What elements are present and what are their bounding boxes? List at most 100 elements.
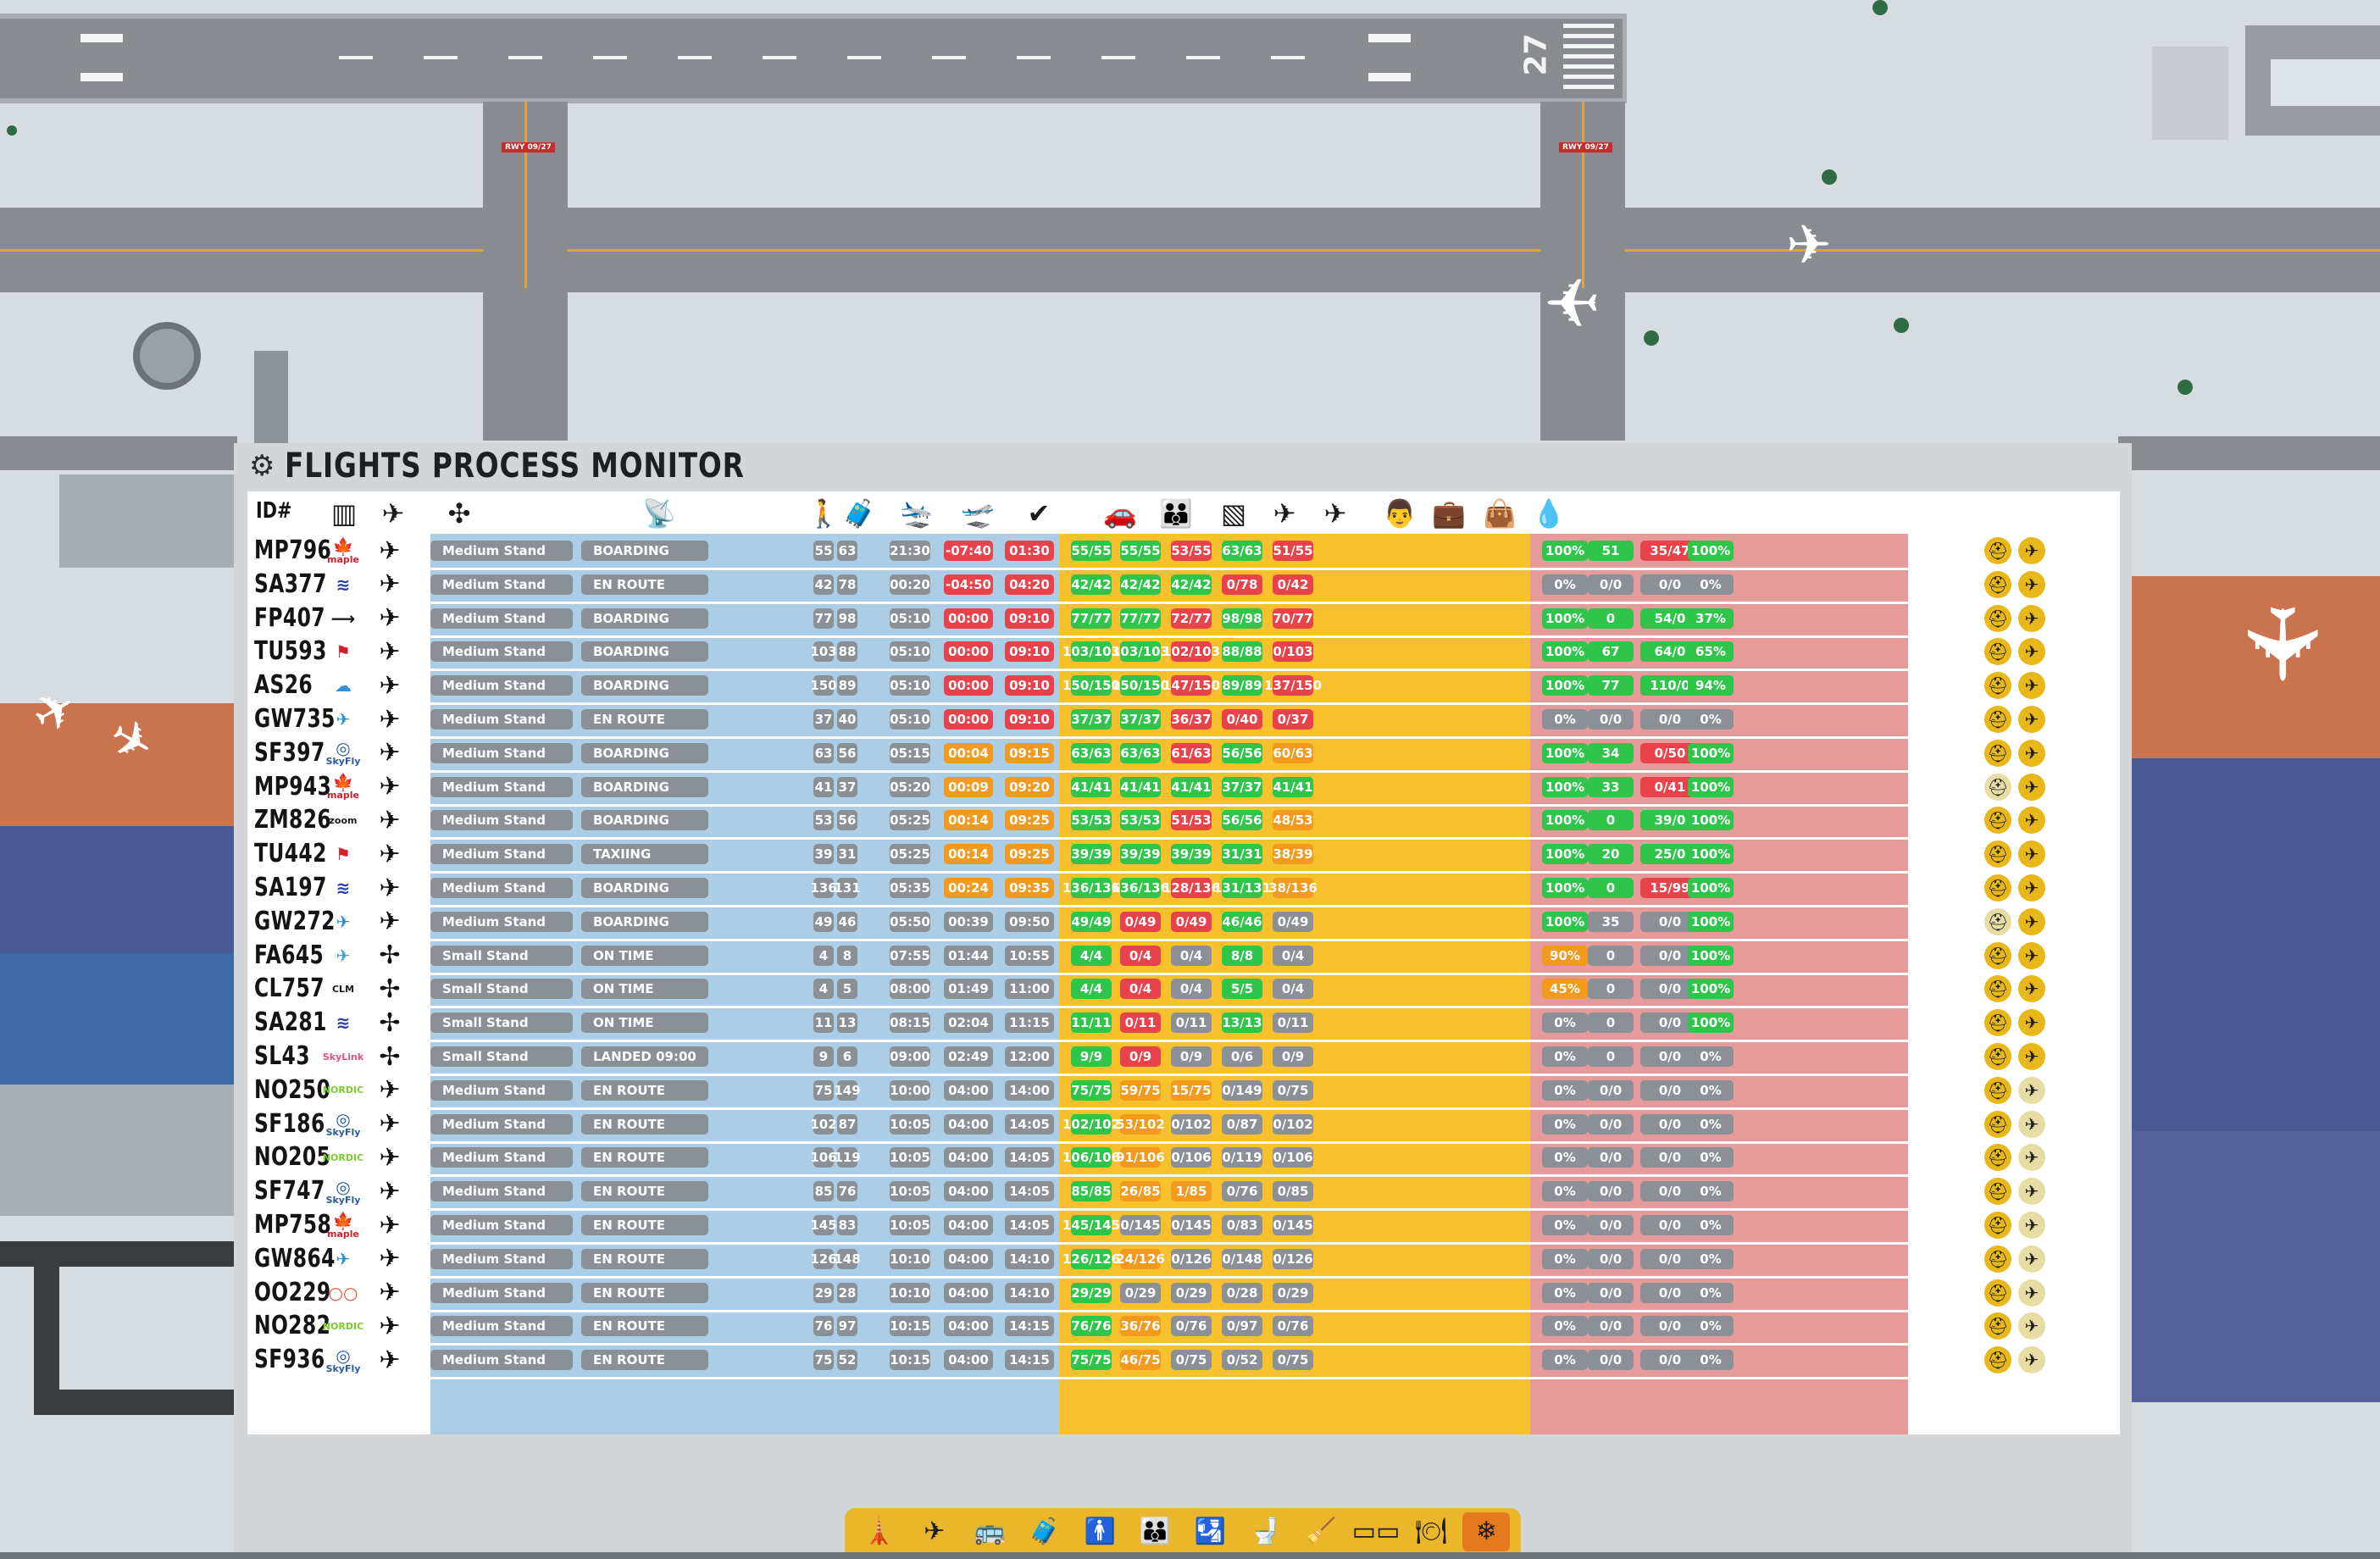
- departure-time[interactable]: 09:15: [1005, 742, 1054, 763]
- delay-time[interactable]: 00:14: [944, 844, 993, 865]
- delay-time[interactable]: 00:00: [944, 675, 993, 696]
- table-row[interactable]: MP943 🍁 maple ✈ Medium Stand BOARDING 41 37 05:2…: [247, 770, 2120, 807]
- transport-status[interactable]: 4/4: [1071, 979, 1112, 1000]
- arrival-time[interactable]: 00:20: [890, 574, 930, 595]
- flight-id[interactable]: MP796: [254, 535, 332, 565]
- fuel-status[interactable]: 100%: [1688, 844, 1734, 865]
- plane-action-button[interactable]: ✈: [2018, 1178, 2045, 1206]
- pax-departing[interactable]: 11: [813, 1013, 834, 1034]
- transport-status[interactable]: 136/136: [1062, 878, 1120, 898]
- catering-status[interactable]: 0%: [1542, 1147, 1588, 1168]
- ground-crew-button[interactable]: ⛑: [1984, 537, 2011, 564]
- plane-action-button[interactable]: ✈: [2018, 907, 2045, 935]
- delay-time[interactable]: 01:49: [944, 979, 993, 1000]
- delay-time[interactable]: 00:14: [944, 810, 993, 831]
- fuel-status[interactable]: 100%: [1688, 541, 1734, 561]
- boarded-status[interactable]: 38/136: [1268, 878, 1318, 898]
- baggage-status[interactable]: 0/126: [1171, 1248, 1212, 1269]
- transport-status[interactable]: 75/75: [1071, 1079, 1112, 1101]
- fuel-status[interactable]: 0%: [1688, 1248, 1734, 1269]
- deplaning-status[interactable]: 0/149: [1222, 1079, 1262, 1101]
- boarding-status[interactable]: 0/145: [1120, 1215, 1161, 1235]
- table-row[interactable]: GW272 ✈ ✈ Medium Stand BOARDING 49 46 05:50 00:3…: [247, 905, 2120, 941]
- plane-action-button[interactable]: ✈: [2018, 975, 2045, 1003]
- flight-id[interactable]: NO282: [254, 1311, 331, 1341]
- departure-time[interactable]: 14:05: [1005, 1113, 1054, 1135]
- pax-arriving[interactable]: 8: [837, 945, 857, 966]
- table-row[interactable]: SA377 ≋ ✈ Medium Stand EN ROUTE 42 78 00:20 -04:…: [247, 568, 2120, 604]
- baggage-status[interactable]: 51/53: [1171, 810, 1212, 831]
- flight-id[interactable]: MP943: [254, 771, 332, 802]
- fuel-status[interactable]: 0%: [1688, 1282, 1734, 1303]
- pax-departing[interactable]: 76: [813, 1316, 834, 1337]
- plane-action-button[interactable]: ✈: [2018, 1279, 2045, 1307]
- table-row[interactable]: GW864 ✈ ✈ Medium Stand EN ROUTE 126 148 10:10 04…: [247, 1242, 2120, 1279]
- boarding-status[interactable]: 103/103: [1112, 641, 1169, 663]
- radar-icon[interactable]: [133, 322, 201, 390]
- fuel-status[interactable]: 100%: [1688, 776, 1734, 797]
- pax-departing[interactable]: 75: [813, 1350, 834, 1371]
- pax-departing[interactable]: 4: [813, 979, 834, 1000]
- transport-status[interactable]: 106/106: [1062, 1147, 1120, 1168]
- baggage-status[interactable]: 128/136: [1162, 878, 1220, 898]
- pax-departing[interactable]: 75: [813, 1079, 834, 1101]
- status-label[interactable]: EN ROUTE: [581, 1079, 708, 1101]
- transport-status[interactable]: 63/63: [1071, 742, 1112, 763]
- catering-status[interactable]: 100%: [1542, 810, 1588, 831]
- transport-status[interactable]: 9/9: [1071, 1046, 1112, 1067]
- departure-time[interactable]: 11:15: [1005, 1013, 1054, 1034]
- delay-time[interactable]: 02:49: [944, 1046, 993, 1067]
- stand-label[interactable]: Medium Stand: [430, 1079, 573, 1101]
- table-row[interactable]: CL757 CLM ✢ Small Stand ON TIME 4 5 08:00 01:49 1…: [247, 972, 2120, 1009]
- cargo-in-status[interactable]: 0/0: [1588, 1248, 1634, 1269]
- boarded-status[interactable]: 70/77: [1273, 608, 1313, 629]
- deplaning-status[interactable]: 63/63: [1222, 541, 1262, 561]
- departure-time[interactable]: 09:50: [1005, 911, 1054, 932]
- status-label[interactable]: TAXIING: [581, 844, 708, 865]
- stand-label[interactable]: Small Stand: [430, 1013, 573, 1034]
- departure-time[interactable]: 14:10: [1005, 1248, 1054, 1269]
- catering-status[interactable]: 0%: [1542, 1046, 1588, 1067]
- deplaning-status[interactable]: 0/148: [1222, 1248, 1262, 1269]
- baggage-status[interactable]: 42/42: [1171, 574, 1212, 595]
- flight-id[interactable]: SA377: [254, 569, 327, 599]
- fuel-status[interactable]: 100%: [1688, 742, 1734, 763]
- pax-arriving[interactable]: 5: [837, 979, 857, 1000]
- flight-id[interactable]: CL757: [254, 974, 325, 1004]
- departure-time[interactable]: 09:10: [1005, 709, 1054, 730]
- baggage-status[interactable]: 36/37: [1171, 709, 1212, 730]
- status-label[interactable]: ON TIME: [581, 1013, 708, 1034]
- boarded-status[interactable]: 0/106: [1273, 1147, 1313, 1168]
- cargo-in-status[interactable]: 0: [1588, 608, 1634, 629]
- transport-status[interactable]: 53/53: [1071, 810, 1112, 831]
- table-row[interactable]: SL43 SkyLink ✢ Small Stand LANDED 09:00 9 6 09:…: [247, 1040, 2120, 1076]
- boarded-status[interactable]: 0/49: [1273, 911, 1313, 932]
- airplane-icon[interactable]: ✈: [1544, 262, 1601, 341]
- baggage-status[interactable]: 0/29: [1171, 1282, 1212, 1303]
- radar-icon[interactable]: 📡: [642, 497, 676, 530]
- flight-id[interactable]: NO205: [254, 1142, 331, 1173]
- arrival-time[interactable]: 08:15: [890, 1013, 930, 1034]
- table-row[interactable]: AS26 ☁ ✈ Medium Stand BOARDING 150 89 05:10 00:0…: [247, 669, 2120, 706]
- airplane-icon[interactable]: ✈: [1786, 214, 1832, 277]
- panel-header[interactable]: ⚙ FLIGHTS PROCESS MONITOR: [249, 442, 846, 490]
- ground-crew-button[interactable]: ⛑: [1984, 1009, 2011, 1037]
- cargo-in-status[interactable]: 0/0: [1588, 1147, 1634, 1168]
- arrival-time[interactable]: 05:10: [890, 608, 930, 629]
- deicing-icon[interactable]: ❄: [1462, 1512, 1511, 1551]
- stand-label[interactable]: Medium Stand: [430, 641, 573, 663]
- arrival-time[interactable]: 05:25: [890, 844, 930, 865]
- fuel-status[interactable]: 65%: [1688, 641, 1734, 663]
- ground-crew-button[interactable]: ⛑: [1984, 907, 2011, 935]
- boarded-status[interactable]: 137/150: [1264, 675, 1322, 696]
- deplaning-status[interactable]: 131/131: [1213, 878, 1271, 898]
- pax-departing[interactable]: 103: [810, 641, 837, 663]
- pax-arriving[interactable]: 119: [834, 1147, 861, 1168]
- ground-crew-button[interactable]: ⛑: [1984, 773, 2011, 801]
- cargo-in-status[interactable]: 0: [1588, 1013, 1634, 1034]
- luggage-passenger-icon[interactable]: 🧳: [842, 497, 876, 530]
- plane-action-button[interactable]: ✈: [2018, 874, 2045, 902]
- cargo-in-status[interactable]: 77: [1588, 675, 1634, 696]
- baggage-status[interactable]: 61/63: [1171, 742, 1212, 763]
- table-row[interactable]: SF936 ◎ SkyFly ✈ Medium Stand EN ROUTE 75 52 10:…: [247, 1343, 2120, 1380]
